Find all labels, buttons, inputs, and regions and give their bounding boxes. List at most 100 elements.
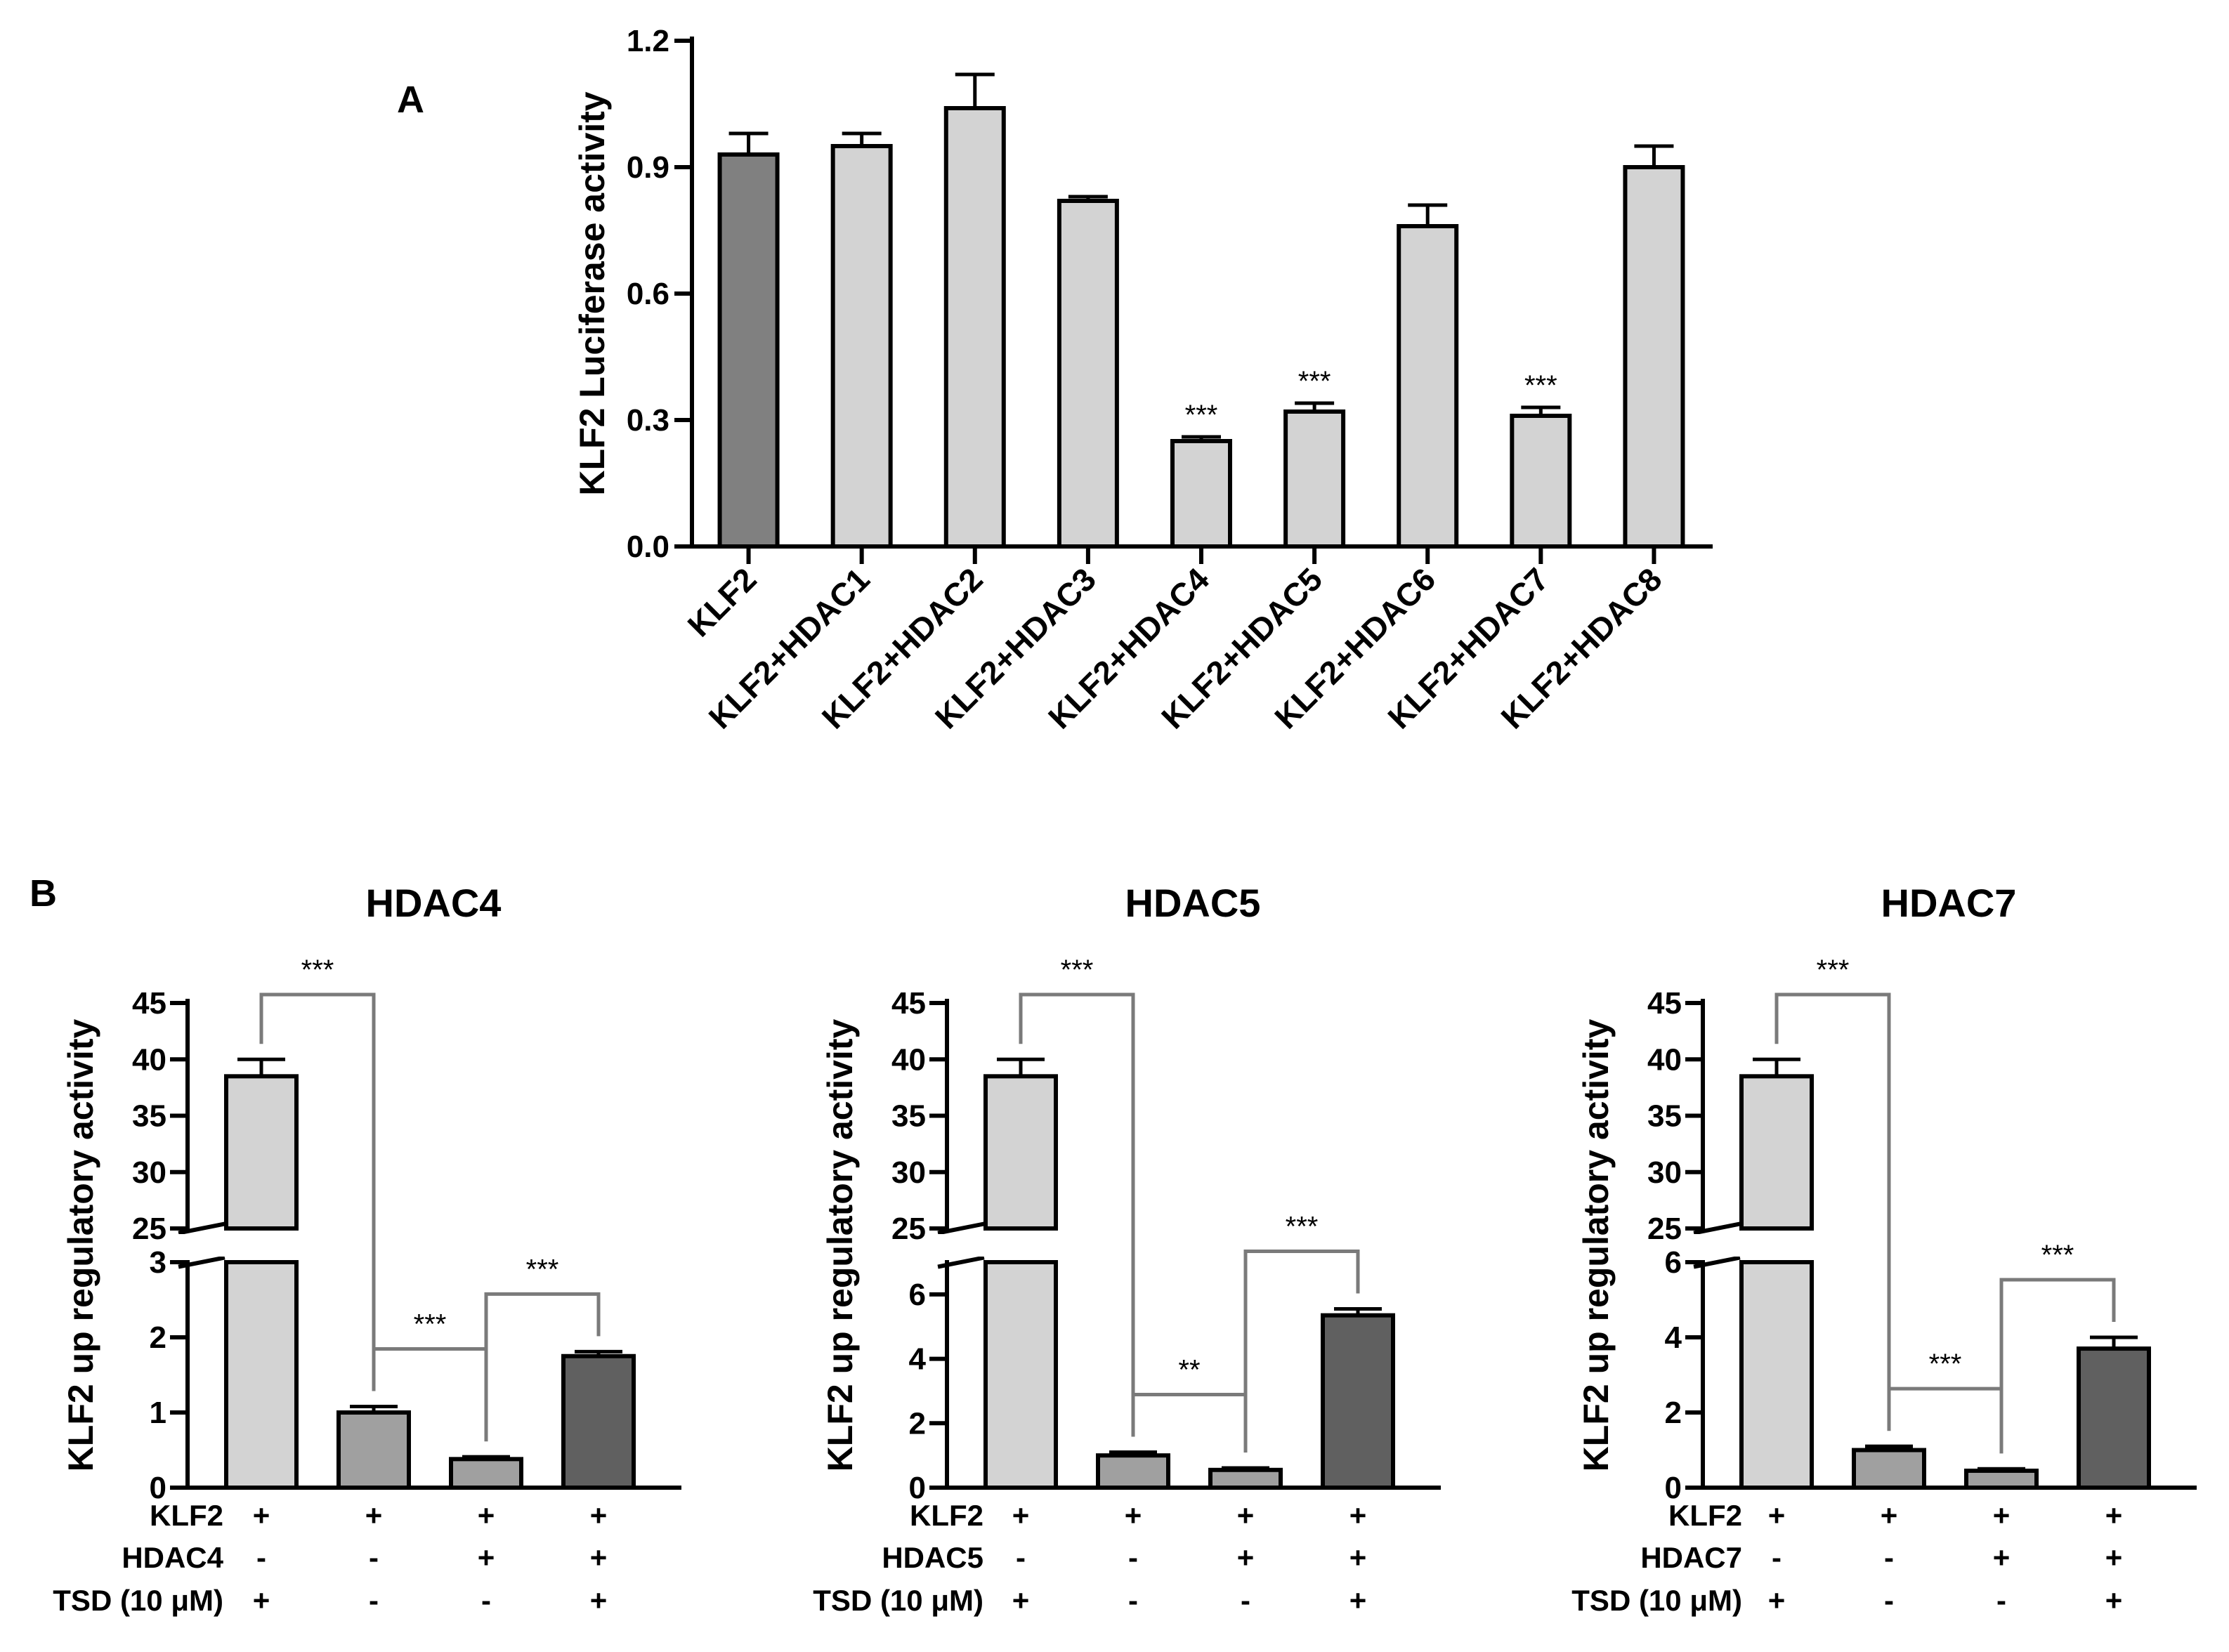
y-axis-label: KLF2 Luciferase activity bbox=[573, 91, 612, 495]
chart-b-hdac5: 25 30 35 40 45 0 2 4 6 KLF2 up regulatory activit… bbox=[813, 881, 1441, 1617]
condition-sign: + bbox=[365, 1499, 383, 1532]
condition-row-label: TSD (10 μM) bbox=[1571, 1584, 1742, 1617]
condition-sign: + bbox=[1012, 1584, 1030, 1617]
significance-label: *** bbox=[1286, 1211, 1319, 1242]
y-tick-label: 40 bbox=[132, 1042, 166, 1077]
condition-row-label: KLF2 bbox=[910, 1499, 983, 1532]
significance-label: *** bbox=[1929, 1349, 1962, 1379]
condition-row-label: TSD (10 μM) bbox=[813, 1584, 983, 1617]
y-tick-label: 2 bbox=[1665, 1396, 1682, 1430]
y-tick-label: 0.6 bbox=[627, 277, 669, 311]
bar-lower bbox=[224, 1260, 299, 1490]
y-tick-label: 0.3 bbox=[627, 403, 669, 438]
bar bbox=[1623, 165, 1685, 549]
bar bbox=[1321, 1313, 1395, 1490]
y-tick-label: 35 bbox=[132, 1099, 166, 1134]
condition-sign: + bbox=[1237, 1541, 1255, 1574]
chart-b-hdac7: 25 30 35 40 45 0 2 4 6 KLF2 up regulatory activit… bbox=[1571, 881, 2197, 1617]
y-tick-label: 30 bbox=[1647, 1155, 1682, 1190]
significance-label: *** bbox=[414, 1309, 447, 1339]
significance-label: *** bbox=[2041, 1240, 2074, 1271]
chart-a: 0.0 0.3 0.6 0.9 1.2 KLF2 Luciferase activity K… bbox=[573, 24, 1713, 735]
bar bbox=[1510, 414, 1572, 549]
condition-sign: - bbox=[1996, 1584, 2006, 1617]
panel-label-a: A bbox=[397, 79, 424, 121]
condition-row-label: TSD (10 μM) bbox=[53, 1584, 223, 1617]
y-tick-label: 45 bbox=[891, 986, 926, 1021]
condition-sign: + bbox=[590, 1541, 608, 1574]
significance-bracket bbox=[259, 992, 376, 1391]
bar-upper bbox=[1739, 1074, 1814, 1231]
y-tick-label: 4 bbox=[909, 1342, 927, 1377]
y-tick-label: 0.0 bbox=[627, 530, 669, 564]
y-tick-label: 0 bbox=[909, 1471, 926, 1505]
bar-upper bbox=[983, 1074, 1058, 1231]
bar bbox=[1170, 439, 1232, 549]
y-tick-label: 35 bbox=[1647, 1099, 1682, 1134]
y-tick-label: 25 bbox=[891, 1212, 926, 1246]
bar bbox=[336, 1410, 411, 1490]
axis-break-mark bbox=[1693, 1221, 1741, 1235]
y-tick-label: 2 bbox=[150, 1320, 166, 1355]
bar bbox=[1096, 1453, 1170, 1490]
condition-sign: + bbox=[1125, 1499, 1142, 1532]
y-tick-label: 3 bbox=[150, 1245, 166, 1280]
y-tick-label: 25 bbox=[1647, 1212, 1682, 1246]
axis-break-mark bbox=[937, 1221, 985, 1235]
significance-bracket bbox=[1131, 1393, 1248, 1453]
condition-sign: + bbox=[1768, 1499, 1786, 1532]
bar bbox=[717, 152, 780, 549]
bar bbox=[830, 144, 893, 549]
significance-label: *** bbox=[1185, 400, 1218, 431]
condition-sign: + bbox=[590, 1499, 608, 1532]
axis-break-mark bbox=[937, 1255, 985, 1269]
significance-bracket bbox=[1243, 1249, 1360, 1453]
significance-label: *** bbox=[1524, 370, 1557, 401]
y-tick-label: 0.9 bbox=[627, 150, 669, 185]
significance-bracket bbox=[1774, 992, 1891, 1431]
condition-sign: + bbox=[1881, 1499, 1898, 1532]
significance-label: ** bbox=[1178, 1355, 1200, 1386]
y-tick-label: 45 bbox=[132, 986, 166, 1021]
condition-sign: + bbox=[478, 1541, 495, 1574]
condition-sign: + bbox=[590, 1584, 608, 1617]
bar-upper bbox=[224, 1074, 299, 1231]
y-tick-label: 45 bbox=[1647, 986, 1682, 1021]
condition-row-label: KLF2 bbox=[150, 1499, 223, 1532]
condition-sign: + bbox=[478, 1499, 495, 1532]
significance-label: *** bbox=[526, 1254, 559, 1285]
condition-sign: + bbox=[253, 1499, 270, 1532]
y-axis-label: KLF2 up regulatory activity bbox=[821, 1019, 860, 1472]
bar bbox=[1397, 224, 1459, 549]
chart-title: HDAC5 bbox=[1125, 881, 1261, 925]
chart-title: HDAC4 bbox=[366, 881, 502, 925]
significance-bracket bbox=[484, 1292, 601, 1442]
axis-break-mark bbox=[178, 1255, 225, 1269]
axis-break-mark bbox=[178, 1221, 225, 1235]
condition-row-label: HDAC4 bbox=[122, 1541, 223, 1574]
significance-bracket bbox=[1887, 1386, 2004, 1454]
condition-sign: - bbox=[369, 1541, 379, 1574]
condition-sign: + bbox=[1012, 1499, 1030, 1532]
condition-sign: - bbox=[1016, 1541, 1026, 1574]
y-tick-label: 6 bbox=[1665, 1245, 1682, 1280]
y-tick-label: 2 bbox=[909, 1406, 926, 1441]
bar-lower bbox=[1739, 1260, 1814, 1490]
y-tick-label: 0 bbox=[150, 1471, 166, 1505]
condition-sign: + bbox=[1349, 1541, 1367, 1574]
significance-bracket bbox=[1019, 992, 1135, 1437]
y-tick-label: 30 bbox=[891, 1155, 926, 1190]
significance-bracket bbox=[1999, 1278, 2116, 1454]
y-tick-label: 1 bbox=[150, 1396, 166, 1430]
condition-sign: - bbox=[1772, 1541, 1782, 1574]
bar bbox=[561, 1353, 636, 1490]
condition-sign: - bbox=[1128, 1584, 1138, 1617]
significance-label: *** bbox=[1817, 955, 1850, 985]
y-tick-label: 35 bbox=[891, 1099, 926, 1134]
condition-sign: - bbox=[369, 1584, 379, 1617]
condition-row-label: KLF2 bbox=[1668, 1499, 1742, 1532]
bar bbox=[449, 1457, 523, 1490]
y-axis-label: KLF2 up regulatory activity bbox=[61, 1019, 100, 1472]
axis-break-mark bbox=[1693, 1255, 1741, 1269]
